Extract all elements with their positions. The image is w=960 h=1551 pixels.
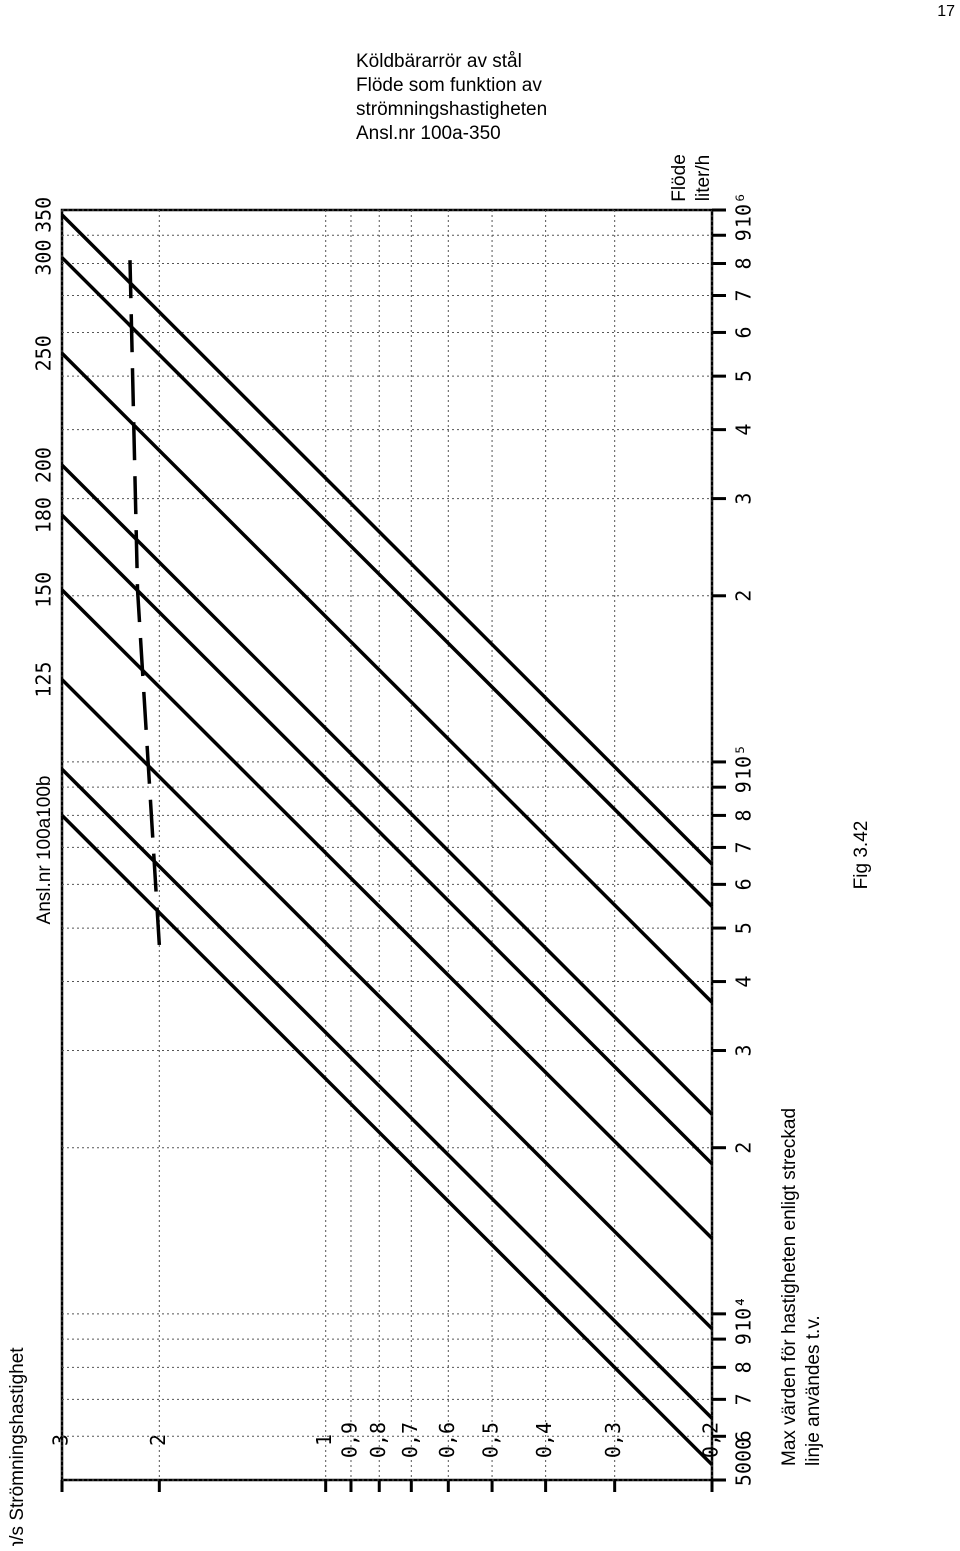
y-tick-label: 9	[732, 781, 756, 793]
y-tick-label: 2	[732, 590, 756, 602]
y-tick-label: 6	[732, 326, 756, 338]
x-tick-label: 0,4	[532, 1422, 556, 1458]
x-tick-label: 1	[312, 1434, 336, 1446]
figure-label: Fig 3.42	[851, 821, 872, 890]
y-tick-label: 4	[732, 976, 756, 988]
pipe-line	[60, 352, 714, 1004]
pipe-label: 200	[32, 447, 56, 483]
max-velocity-line	[128, 260, 162, 946]
y-tick-label: 8	[732, 257, 756, 269]
note: linje användes t.v.	[803, 1315, 824, 1466]
pipe-line	[60, 814, 714, 1466]
x-tick-label: 0,7	[398, 1422, 422, 1458]
pipe-line	[60, 213, 714, 866]
note: Max värden för hastigheten enligt streck…	[779, 1108, 800, 1466]
y-tick-label: 8	[732, 809, 756, 821]
y-tick-label: 9	[732, 1333, 756, 1345]
pipe-label: 300	[32, 240, 56, 276]
pipe-label: Ansl.nr 100a100b	[34, 776, 55, 925]
y-tick-label: 3	[732, 1044, 756, 1056]
y-tick-label: 6	[732, 1430, 756, 1442]
y-tick-label: 10⁵	[732, 744, 756, 780]
x-tick-label: 0,8	[366, 1422, 390, 1458]
title-line: Köldbärarrör av stål	[356, 51, 522, 72]
y-tick-label: 7	[732, 289, 756, 301]
y-tick-label: 7	[732, 841, 756, 853]
title-line: Ansl.nr 100a-350	[356, 123, 501, 144]
y-tick-label: 8	[732, 1361, 756, 1373]
y-tick-label: 3	[732, 493, 756, 505]
pipe-label: 350	[32, 197, 56, 233]
pipe-line	[60, 767, 714, 1420]
x-tick-label: 0,5	[479, 1422, 503, 1458]
y-tick-label: 7	[732, 1393, 756, 1405]
x-tick-label: 0,2	[699, 1422, 723, 1458]
y-tick-label: 5	[732, 922, 756, 934]
pipe-line	[60, 588, 714, 1240]
pipe-line	[60, 256, 714, 908]
y-tick-label: 4	[732, 424, 756, 436]
page-number: 17	[937, 3, 955, 20]
pipe-line	[60, 463, 714, 1116]
pipe-label: 250	[32, 335, 56, 371]
pipe-label: 150	[32, 572, 56, 608]
y-label: Flöde	[669, 154, 690, 202]
y-tick-label: 10⁴	[732, 1296, 756, 1332]
pipe-line	[60, 513, 714, 1166]
y-tick-label: 10⁶	[732, 192, 756, 228]
pipe-line	[60, 678, 714, 1330]
x-label: m/s Strömningshastighet	[7, 1347, 28, 1546]
x-tick-label: 0,6	[435, 1422, 459, 1458]
title-line: Flöde som funktion av	[356, 75, 542, 96]
y-tick-label: 2	[732, 1142, 756, 1154]
title-line: strömningshastigheten	[356, 99, 547, 120]
x-tick-label: 0,3	[601, 1422, 625, 1458]
pipe-label: 125	[32, 662, 56, 698]
y-tick-label: 6	[732, 878, 756, 890]
y-tick-label: 5000	[732, 1438, 756, 1486]
x-tick-label: 3	[49, 1434, 73, 1446]
x-tick-label: 2	[146, 1434, 170, 1446]
y-tick-label: 5	[732, 370, 756, 382]
x-tick-label: 0,9	[337, 1422, 361, 1458]
y-label: liter/h	[693, 155, 714, 201]
pipe-label: 180	[32, 497, 56, 533]
y-tick-label: 9	[732, 229, 756, 241]
plot: 3 2 1 0,9 0,8 0,7 0,6 0,5 0,4 0,3 0,2 5000678910⁴23…	[32, 192, 756, 1492]
